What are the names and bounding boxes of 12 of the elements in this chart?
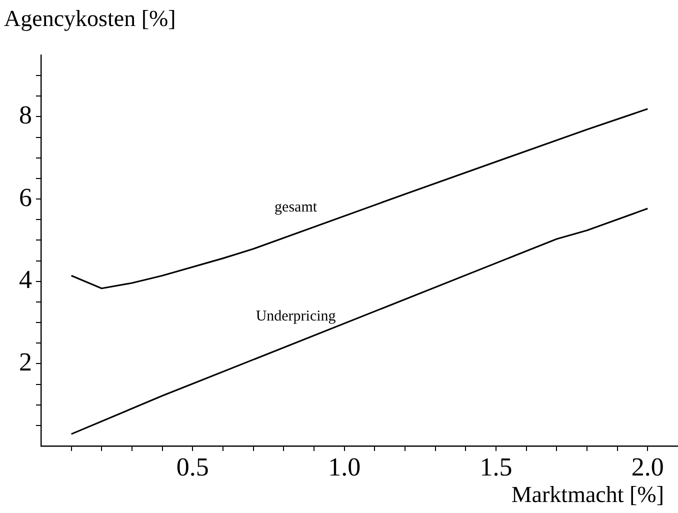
series-label: gesamt <box>274 199 318 216</box>
x-tick-label: 1.5 <box>480 452 512 482</box>
y-tick-label: 2 <box>19 348 32 377</box>
x-axis-title: Marktmacht [%] <box>511 482 664 508</box>
x-tick-label: 1.0 <box>328 452 361 482</box>
x-tick-label: 0.5 <box>176 452 209 482</box>
y-tick-label: 4 <box>19 265 32 294</box>
series-label: Underpricing <box>256 308 336 325</box>
y-tick-label: 6 <box>19 182 32 212</box>
y-axis-title: Agencykosten [%] <box>4 6 176 32</box>
y-tick-label: 8 <box>19 100 32 130</box>
x-tick-label: 2.0 <box>631 452 664 482</box>
